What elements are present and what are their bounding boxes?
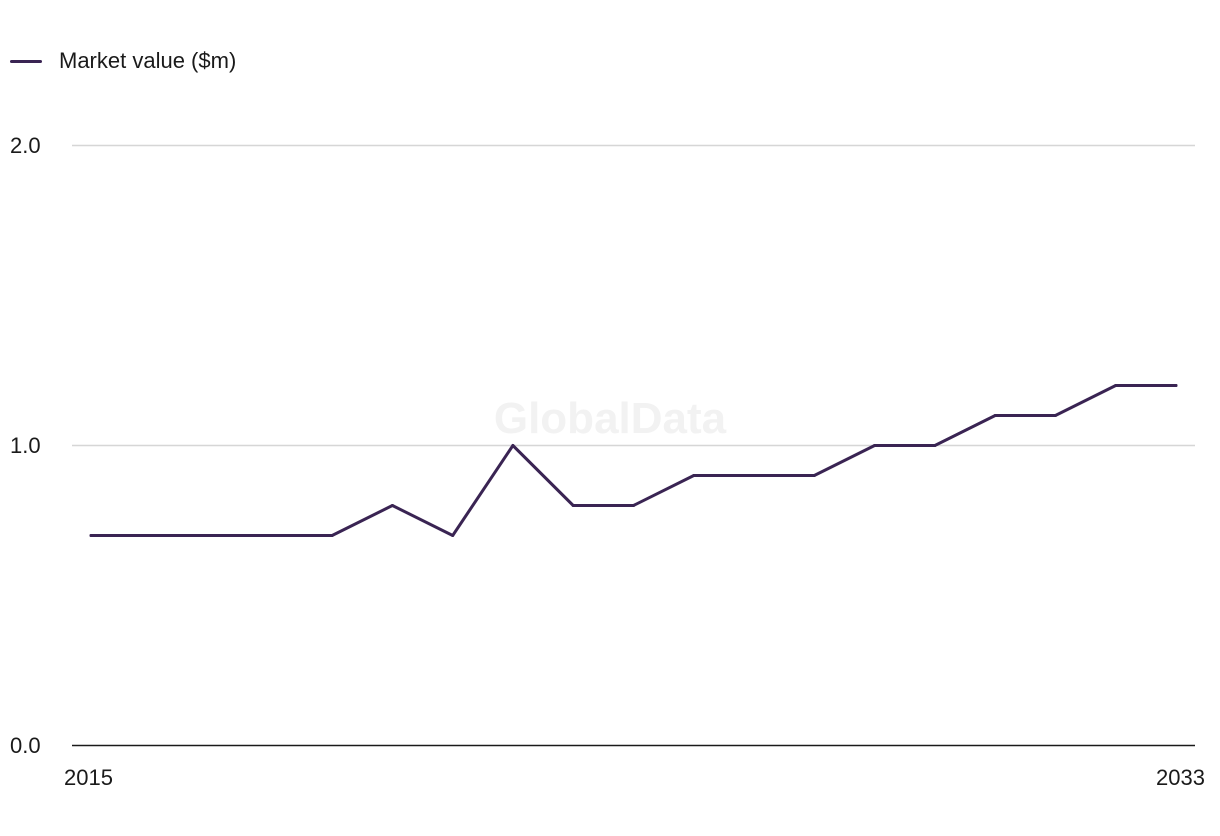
data-point-2015 (89, 534, 93, 537)
y-tick-label: 2.0 (10, 133, 41, 158)
y-tick-labels: 2.0 1.0 0.0 (10, 133, 41, 758)
x-tick-label-start: 2015 (64, 765, 113, 790)
watermark-text: GlobalData (494, 394, 727, 443)
data-point-2031 (1053, 414, 1057, 417)
data-point-2026 (752, 474, 756, 477)
gridlines (72, 144, 1195, 747)
data-point-2022 (511, 444, 515, 447)
data-point-2019 (330, 534, 334, 537)
y-tick-label: 1.0 (10, 433, 41, 458)
x-tick-label-end: 2033 (1156, 765, 1205, 790)
legend-swatch (10, 59, 42, 63)
data-point-2016 (149, 534, 153, 537)
data-point-2030 (993, 414, 997, 417)
y-tick-label: 0.0 (10, 733, 41, 758)
data-point-2025 (692, 474, 696, 477)
legend-label: Market value ($m) (59, 48, 237, 73)
legend: Market value ($m) (10, 46, 236, 76)
data-point-2029 (933, 444, 937, 447)
x-tick-labels: 2015 2033 (64, 765, 1205, 790)
data-point-2028 (873, 444, 877, 447)
data-point-2023 (571, 504, 575, 507)
data-point-2032 (1114, 384, 1118, 387)
data-point-2018 (270, 534, 274, 537)
data-point-2033 (1174, 384, 1178, 387)
data-point-2020 (390, 504, 394, 507)
data-point-2027 (812, 474, 816, 477)
data-point-2017 (210, 534, 214, 537)
data-point-2024 (632, 504, 635, 507)
data-point-2021 (451, 534, 455, 537)
